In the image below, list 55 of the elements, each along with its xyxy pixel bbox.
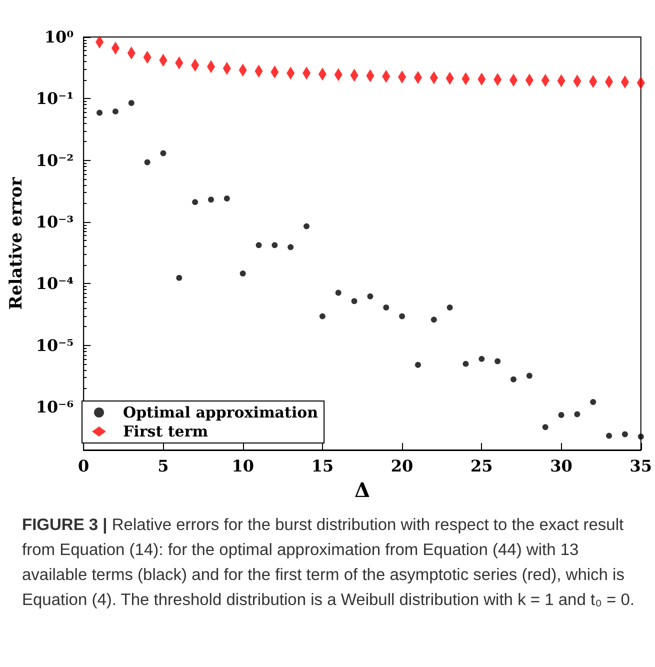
y-axis-title: Relative error [6, 176, 26, 310]
x-tick-label: 0 [78, 456, 90, 476]
point [96, 110, 103, 116]
legend-label: First term [123, 422, 208, 440]
point [319, 313, 326, 320]
caption: FIGURE 3 | Relative errors for the burst distribution with respect to the exact result from Equation (14): for the optimal approximation from Equation (44) with 13 available terms (black) and for the first term of the asymptotic series (red), which is Equation (4). The threshold distribution is a Weibull distribution with k = 1 and t₀ = 0. [22, 515, 635, 611]
x-tick-label: 35 [630, 456, 652, 476]
y-tick-label: 10⁻⁵ [36, 336, 74, 355]
point [414, 362, 421, 368]
point [112, 108, 118, 114]
point [367, 293, 374, 300]
y-tick-label: 10⁻¹ [36, 89, 74, 108]
y-tick-label: 10⁰ [44, 28, 74, 46]
legend-label: Optimal approximation [123, 404, 318, 422]
point [606, 432, 612, 439]
point [478, 356, 485, 362]
point [224, 196, 230, 202]
x-tick-label: 10 [232, 456, 254, 476]
point [462, 360, 469, 367]
point [542, 424, 548, 430]
point [430, 316, 437, 323]
point [272, 242, 278, 248]
point [128, 100, 134, 106]
y-tick-label: 10⁻⁴ [36, 274, 74, 294]
point [526, 372, 532, 379]
point [288, 244, 294, 250]
point [383, 304, 390, 310]
point [304, 223, 310, 230]
point [351, 298, 358, 304]
point [256, 242, 262, 248]
point [558, 412, 564, 418]
point [144, 159, 150, 166]
point [494, 358, 501, 364]
point [399, 313, 406, 320]
x-tick-label: 25 [470, 456, 493, 476]
point [622, 431, 628, 438]
x-tick-label: 5 [158, 456, 169, 476]
point [510, 376, 516, 382]
point [590, 399, 596, 406]
point [638, 434, 644, 440]
x-tick-label: 20 [390, 456, 414, 476]
point [192, 199, 198, 206]
x-tick-label: 15 [311, 456, 334, 476]
point [176, 274, 182, 281]
point [335, 290, 342, 296]
y-tick-label: 10⁻³ [36, 212, 74, 232]
point [446, 304, 453, 310]
point [208, 196, 214, 203]
y-tick-label: 10⁻⁶ [36, 397, 74, 416]
y-tick-label: 10⁻² [36, 150, 74, 170]
x-axis-title: Δ [354, 478, 370, 502]
x-tick-label: 30 [550, 456, 572, 476]
point [574, 411, 580, 418]
point [240, 270, 246, 276]
point [160, 150, 166, 156]
